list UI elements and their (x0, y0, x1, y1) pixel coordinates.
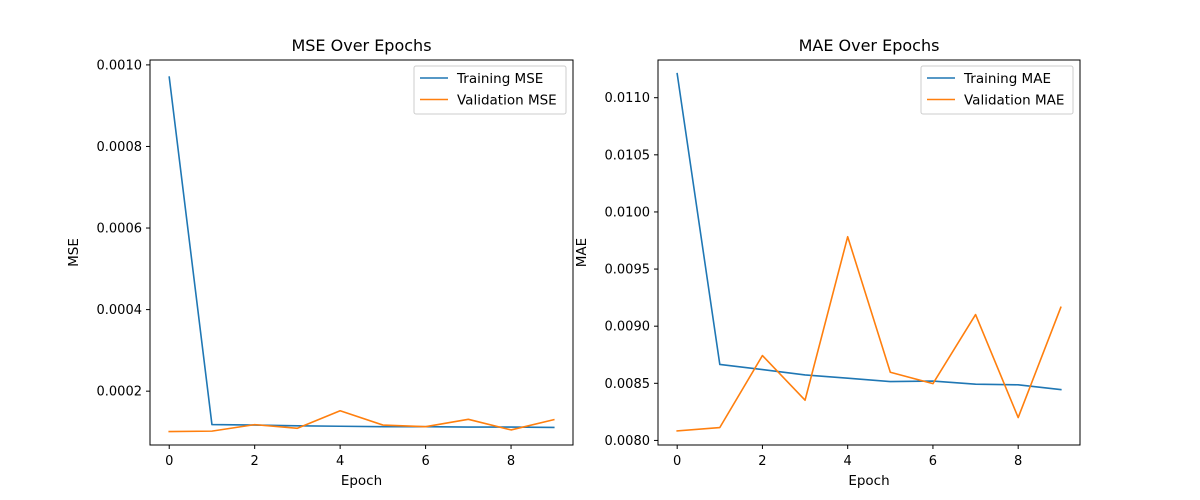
x-tick-label: 2 (758, 454, 766, 469)
legend-entry: Training MSE (456, 71, 543, 87)
legend: Training MSE Validation MSE (413, 65, 567, 115)
chart-title: MAE Over Epochs (799, 36, 940, 55)
x-tick-label: 6 (929, 454, 937, 469)
chart-title: MSE Over Epochs (291, 36, 431, 55)
x-tick-label: 2 (251, 454, 259, 469)
chart-panel-2: MAE Over Epochs 0 2 4 6 8 0.0080 0.0085 0.0090 0.… (574, 36, 1081, 489)
x-tick-label: 8 (1014, 454, 1022, 469)
series-line-validation-mae (676, 235, 1062, 432)
y-tick-label: 0.0002 (97, 385, 143, 400)
y-tick-label: 0.0004 (97, 303, 143, 318)
series-line-validation-mse (168, 409, 555, 433)
legend-entry: Training MAE (963, 71, 1051, 87)
y-tick-label: 0.0100 (605, 205, 651, 220)
series-line-training-mae (676, 72, 1062, 391)
chart-panel-1: MSE Over Epochs 0 2 4 6 8 0.0002 0.0004 0.0006 0.… (66, 36, 574, 489)
x-tick-label: 8 (507, 454, 515, 469)
y-axis-label: MAE (574, 238, 590, 267)
x-tick-label: 6 (421, 454, 429, 469)
y-tick-label: 0.0090 (605, 320, 651, 335)
x-tick-label: 0 (673, 454, 681, 469)
y-tick-label: 0.0105 (605, 148, 651, 163)
y-tick-label: 0.0006 (97, 222, 143, 237)
x-axis-label: Epoch (341, 473, 382, 489)
legend: Training MAE Validation MAE (920, 65, 1074, 115)
series-line-training-mse (168, 76, 555, 429)
y-tick-label: 0.0085 (605, 377, 651, 392)
y-axis-label: MSE (66, 238, 82, 267)
x-axis-label: Epoch (848, 473, 889, 489)
y-tick-label: 0.0080 (605, 434, 651, 449)
legend-entry: Validation MAE (964, 93, 1064, 109)
legend-box (413, 65, 567, 115)
plot-frame (657, 59, 1081, 446)
plot-frame (149, 59, 574, 446)
y-tick-label: 0.0010 (97, 58, 143, 73)
legend-box (920, 65, 1074, 115)
x-tick-label: 0 (165, 454, 173, 469)
legend-entry: Validation MSE (457, 93, 557, 109)
x-tick-label: 4 (844, 454, 852, 469)
y-tick-label: 0.0008 (97, 140, 143, 155)
y-tick-label: 0.0095 (605, 263, 651, 278)
y-tick-label: 0.0110 (605, 91, 651, 106)
x-tick-label: 4 (336, 454, 344, 469)
